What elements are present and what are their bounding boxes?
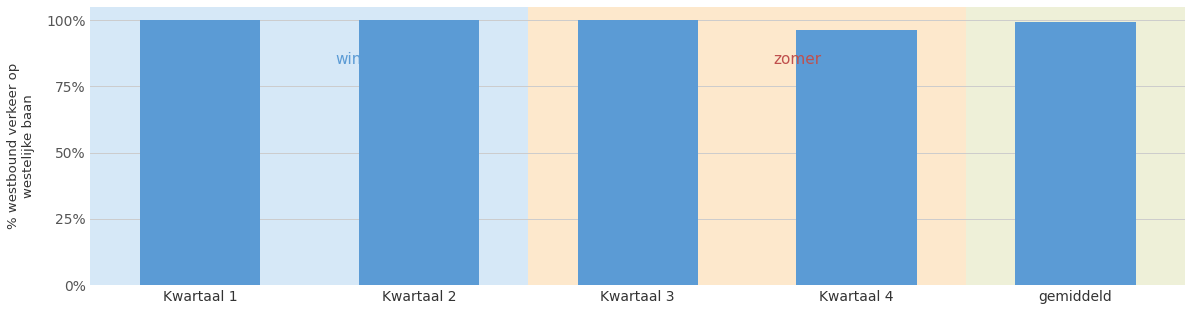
Bar	[91, 7, 528, 285]
Bar	[578, 20, 699, 285]
Bar	[1016, 22, 1136, 285]
Bar	[528, 7, 967, 285]
Bar	[139, 20, 260, 285]
Bar	[796, 30, 917, 285]
Bar	[359, 20, 479, 285]
Text: zomer: zomer	[774, 53, 821, 67]
Y-axis label: % westbound verkeer op
westelijke baan: % westbound verkeer op westelijke baan	[7, 63, 35, 229]
Bar	[967, 7, 1185, 285]
Text: winter: winter	[336, 53, 384, 67]
